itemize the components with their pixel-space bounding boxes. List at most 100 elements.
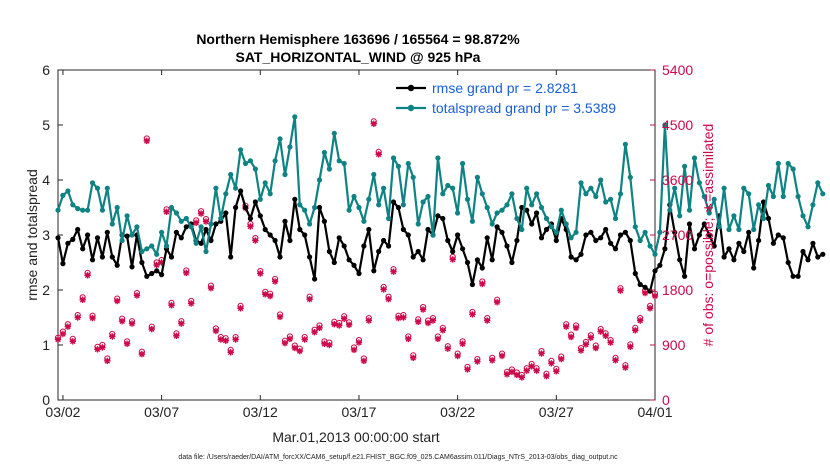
obs-possible-point [494, 296, 501, 303]
rmse-point [272, 237, 278, 244]
obs-possible-point [99, 341, 106, 349]
rmse-point [598, 235, 604, 241]
obs-possible-point [508, 366, 516, 373]
obs-possible-point [138, 348, 145, 355]
obs-possible-point [607, 337, 614, 344]
totalspread-point [785, 160, 791, 167]
rmse-point [178, 235, 184, 241]
rmse-point [751, 265, 757, 271]
rmse-point [642, 284, 648, 290]
obs-possible-point [267, 290, 274, 297]
obs-possible-point [646, 302, 654, 309]
obs-possible-point [64, 321, 71, 328]
rmse-point [129, 264, 135, 270]
obs-possible-point [627, 341, 634, 348]
rmse-point [104, 229, 110, 235]
rmse-point [578, 251, 584, 257]
totalspread-point [386, 215, 392, 222]
rmse-point [736, 240, 742, 246]
totalspread-point [247, 158, 253, 164]
totalspread-point [415, 221, 421, 227]
rmse-point [55, 235, 61, 241]
rmse-point [154, 268, 160, 274]
rmse-point [464, 259, 471, 266]
rmse-point [612, 246, 619, 252]
obs-possible-point [252, 234, 259, 242]
rmse-point [455, 232, 461, 238]
rmse-point [509, 259, 515, 266]
obs-possible-point [128, 318, 136, 325]
obs-possible-point [74, 311, 81, 319]
rmse-point [756, 237, 762, 244]
totalspread-point [252, 166, 258, 172]
rmse-point [701, 221, 707, 227]
totalspread-point [70, 202, 76, 208]
totalspread-point [647, 243, 653, 249]
rmse-point [706, 232, 712, 238]
totalspread-point [509, 191, 515, 197]
rmse-point [514, 237, 520, 244]
obs-possible-point [632, 324, 639, 331]
totalspread-point [800, 213, 806, 219]
y-tick-left-label: 1 [42, 337, 50, 353]
rmse-point [351, 262, 357, 268]
rmse-point [440, 215, 446, 222]
rmse-point [386, 243, 392, 249]
obs-possible-point [222, 335, 229, 342]
y-tick-left-label: 2 [42, 282, 50, 298]
rmse-point [632, 270, 638, 277]
obs-possible-point [415, 316, 422, 323]
totalspread-point [163, 243, 170, 249]
totalspread-point [765, 182, 772, 189]
totalspread-point [129, 232, 135, 238]
totalspread-point [203, 248, 209, 255]
rmse-point [139, 259, 145, 266]
rmse-point [149, 270, 155, 277]
rmse-point [696, 232, 703, 238]
totalspread-point [218, 215, 224, 222]
y-axis-label-left: rmse and totalspread [24, 169, 40, 301]
totalspread-point [346, 207, 352, 213]
obs-possible-point [341, 313, 348, 320]
y-tick-left-label: 5 [42, 117, 50, 133]
obs-possible-point [89, 312, 96, 319]
rmse-point [780, 235, 786, 241]
totalspread-point [356, 204, 362, 211]
totalspread-point [455, 210, 461, 216]
obs-possible-point [123, 338, 131, 345]
rmse-point [341, 243, 347, 249]
totalspread-point [242, 160, 249, 167]
obs-possible-point [558, 353, 565, 360]
totalspread-point [543, 215, 550, 222]
obs-possible-point [474, 355, 481, 363]
totalspread-point [790, 166, 796, 172]
totalspread-point [731, 213, 737, 219]
legend-spread-marker [407, 104, 415, 112]
rmse-point [321, 218, 327, 224]
x-tick-label: 03/12 [243, 404, 278, 420]
rmse-point [775, 232, 781, 238]
totalspread-point [450, 185, 456, 191]
rmse-point [376, 248, 382, 255]
legend-rmse-label: rmse grand pr = 2.8281 [432, 80, 578, 96]
obs-possible-point [405, 333, 412, 340]
totalspread-point [682, 163, 688, 169]
rmse-point [617, 232, 624, 238]
totalspread-point [302, 207, 308, 213]
totalspread-point [499, 207, 505, 213]
rmse-point [662, 246, 668, 252]
rmse-point [499, 229, 505, 235]
totalspread-point [701, 193, 707, 200]
obs-possible-point [84, 269, 91, 276]
totalspread-point [474, 174, 480, 180]
totalspread-point [696, 180, 703, 186]
totalspread-point [795, 193, 801, 200]
totalspread-point [588, 185, 594, 191]
legend-box [392, 76, 650, 118]
totalspread-point [608, 196, 614, 202]
rmse-point [361, 243, 367, 249]
obs-possible-point [316, 322, 323, 329]
legend: rmse grand pr = 2.8281 totalspread grand… [392, 76, 650, 118]
obs-possible-point [518, 371, 525, 379]
totalspread-point [568, 235, 574, 241]
